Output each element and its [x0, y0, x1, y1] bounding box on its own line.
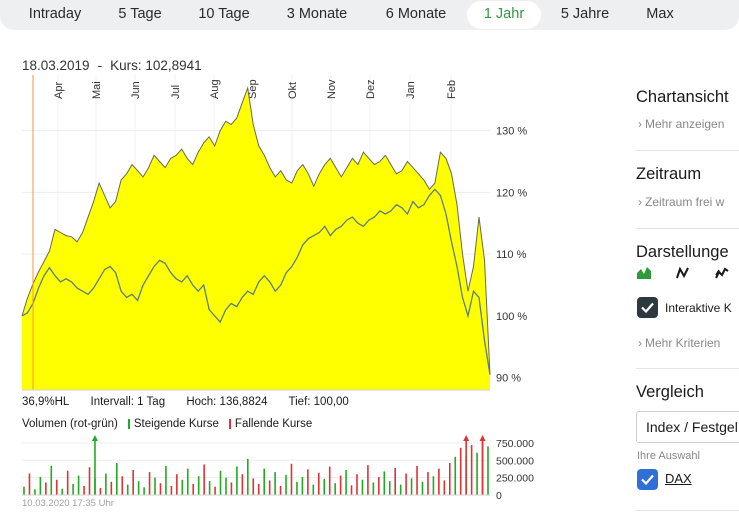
x-tick-label: Jan [405, 81, 417, 99]
chart-date: 18.03.2019 [22, 58, 90, 73]
x-tick-label: Dez [365, 79, 377, 99]
volume-chart: 750.000 500.000 250.000 0 [22, 435, 534, 500]
comparison-series-line [21, 188, 491, 375]
volume-legend-title: Volumen (rot-grün) [22, 418, 118, 430]
chart-interval: Intervall: 1 Tag [90, 396, 166, 408]
tab-6-monate[interactable]: 6 Monate [385, 6, 447, 22]
x-tick-label: Apr [53, 82, 65, 99]
tab-10-tage[interactable]: 10 Tage [198, 6, 250, 22]
vergleich-heading: Vergleich [636, 383, 704, 401]
chart-price: Kurs: 102,8941 [110, 58, 202, 73]
chevron-right-icon: › [638, 117, 642, 131]
chartansicht-heading: Chartansicht [636, 88, 729, 106]
tab-5-tage[interactable]: 5 Tage [118, 6, 162, 22]
mountain-chart-type-icon[interactable] [715, 267, 729, 279]
x-tick-label: Jul [170, 85, 182, 99]
tab-5-jahre[interactable]: 5 Jahre [560, 6, 610, 22]
chevron-right-icon: › [638, 336, 642, 350]
x-tick-label: Mai [91, 81, 103, 99]
mehr-anzeigen-link[interactable]: › Mehr anzeigen [638, 117, 724, 131]
chart-high: Hoch: 136,8824 [186, 396, 268, 408]
area-series-outline [21, 86, 491, 375]
mehr-kriterien-label: Mehr Kriterien [645, 336, 721, 350]
y-tick-label: 130 % [496, 126, 527, 138]
tab-max[interactable]: Max [646, 6, 674, 22]
price-chart[interactable]: 130 % 120 % 110 % 100 % 90 % Apr Mai Jun Jul Aug S… [0, 75, 530, 393]
volume-overflow-arrow-icon [91, 435, 98, 441]
x-tick-label: Feb [446, 80, 458, 99]
x-tick-label: Jun [130, 81, 142, 99]
volume-tick-label: 250.000 [496, 473, 534, 485]
x-tick-label: Sep [247, 79, 259, 99]
chart-info: 36,9%HL Intervall: 1 Tag Hoch: 136,8824 … [22, 396, 367, 408]
chevron-right-icon: › [638, 195, 642, 209]
panel-divider [636, 368, 739, 369]
x-tick-label: Nov [326, 79, 338, 99]
tab-1-jahr[interactable]: 1 Jahr [467, 1, 541, 29]
y-tick-label: 90 % [496, 373, 521, 385]
chart-hl: 36,9%HL [22, 396, 70, 408]
tab-intraday[interactable]: Intraday [28, 6, 82, 22]
mehr-kriterien-link[interactable]: › Mehr Kriterien [638, 336, 720, 350]
rising-legend-mark [127, 419, 130, 429]
y-tick-label: 120 % [496, 187, 527, 199]
checkmark-icon [641, 474, 654, 485]
y-tick-label: 100 % [496, 311, 527, 323]
checkmark-icon [641, 302, 654, 313]
volume-tick-label: 500.000 [496, 455, 534, 467]
area-chart-type-icon[interactable] [637, 267, 651, 279]
ihre-auswahl-label: Ihre Auswahl [637, 450, 700, 462]
zeitraum-heading: Zeitraum [636, 165, 702, 183]
chart-timestamp: 10.03.2020 17:35 Uhr [22, 498, 114, 509]
volume-legend-rising: Steigende Kurse [133, 418, 219, 430]
volume-legend-falling: Fallende Kurse [234, 418, 313, 430]
volume-overflow-arrow-icon [479, 435, 486, 441]
dax-checkbox[interactable] [637, 469, 658, 490]
interactive-chart-label: Interaktive K [665, 301, 732, 315]
tab-3-monate[interactable]: 3 Monate [286, 6, 348, 22]
comparison-select[interactable]: Index / Festgel [636, 411, 739, 443]
line-chart-type-icon[interactable] [676, 267, 690, 279]
x-tick-label: Okt [287, 82, 299, 99]
x-tick-label: Aug [209, 79, 221, 99]
dax-link[interactable]: DAX [665, 471, 692, 486]
volume-tick-label: 0 [496, 490, 502, 500]
mehr-anzeigen-label: Mehr anzeigen [645, 117, 725, 131]
volume-tick-label: 750.000 [496, 438, 534, 450]
volume-legend: Volumen (rot-grün) Steigende Kurse Falle… [22, 418, 312, 430]
y-tick-label: 110 % [496, 249, 527, 261]
zeitraum-frei-label: Zeitraum frei w [645, 195, 725, 209]
chart-header: 18.03.2019- Kurs: 102,8941 [22, 58, 202, 73]
volume-overflow-arrow-icon [463, 435, 470, 441]
interactive-chart-checkbox[interactable] [637, 297, 658, 318]
chart-header-separator: - [97, 58, 103, 73]
panel-divider [636, 228, 739, 229]
darstellung-heading: Darstellunge [636, 243, 729, 261]
falling-legend-mark [228, 419, 231, 429]
panel-divider [636, 510, 739, 511]
panel-divider [636, 150, 739, 151]
chart-low: Tief: 100,00 [288, 396, 349, 408]
timeframe-tabbar: Intraday 5 Tage 10 Tage 3 Monate 6 Monat… [0, 0, 739, 30]
zeitraum-frei-link[interactable]: › Zeitraum frei w [638, 195, 724, 209]
